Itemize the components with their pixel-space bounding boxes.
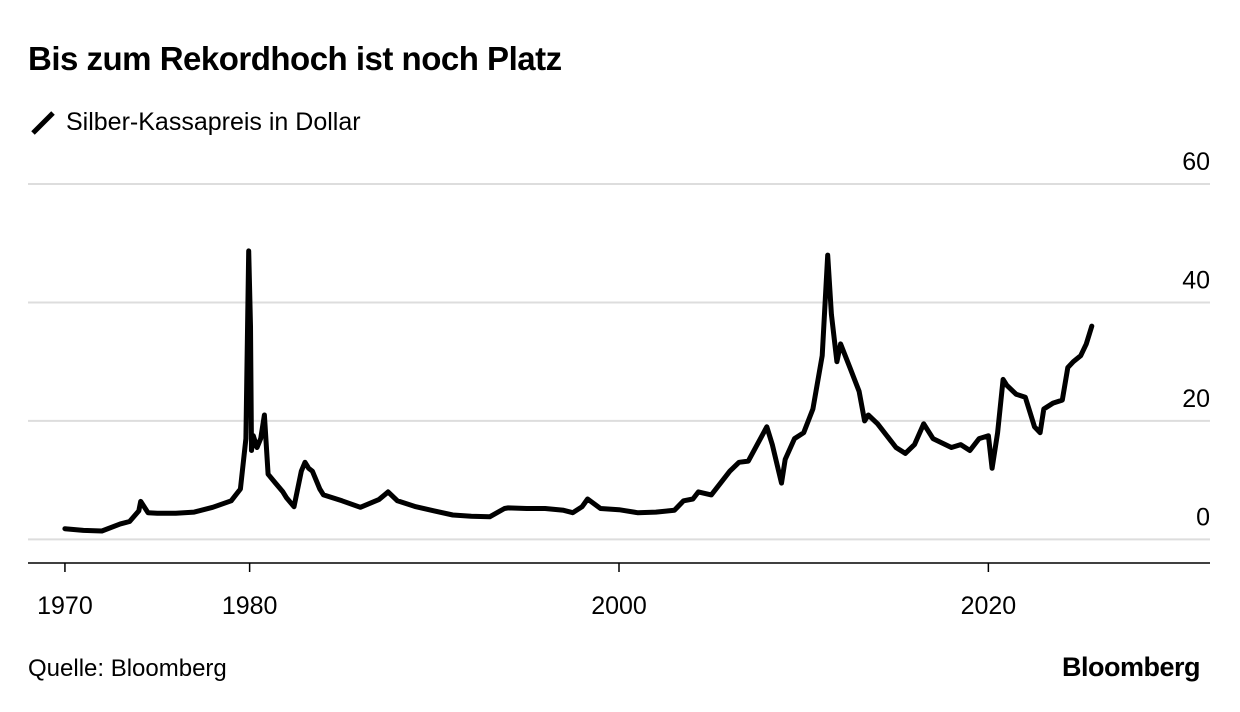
- series-line-silber: [62, 248, 1095, 534]
- source-note: Quelle: Bloomberg: [28, 655, 227, 682]
- x-tick-label: 2000: [591, 592, 647, 620]
- x-tick-label: 2020: [961, 592, 1017, 620]
- y-tick-label: 0: [1196, 503, 1210, 531]
- chart-title: Bis zum Rekordhoch ist noch Platz: [28, 40, 562, 77]
- legend-label: Silber-Kassapreis in Dollar: [66, 108, 361, 136]
- bloomberg-logo: Bloomberg: [1061, 652, 1201, 682]
- y-tick-label: 60: [1182, 148, 1210, 176]
- x-tick-label: 1980: [222, 592, 278, 620]
- y-tick-label: 40: [1182, 266, 1210, 294]
- x-tick-label: 1970: [37, 592, 93, 620]
- legend-line-icon: [31, 110, 55, 135]
- y-tick-label: 20: [1182, 385, 1210, 413]
- legend: Silber-Kassapreis in Dollar: [30, 108, 361, 137]
